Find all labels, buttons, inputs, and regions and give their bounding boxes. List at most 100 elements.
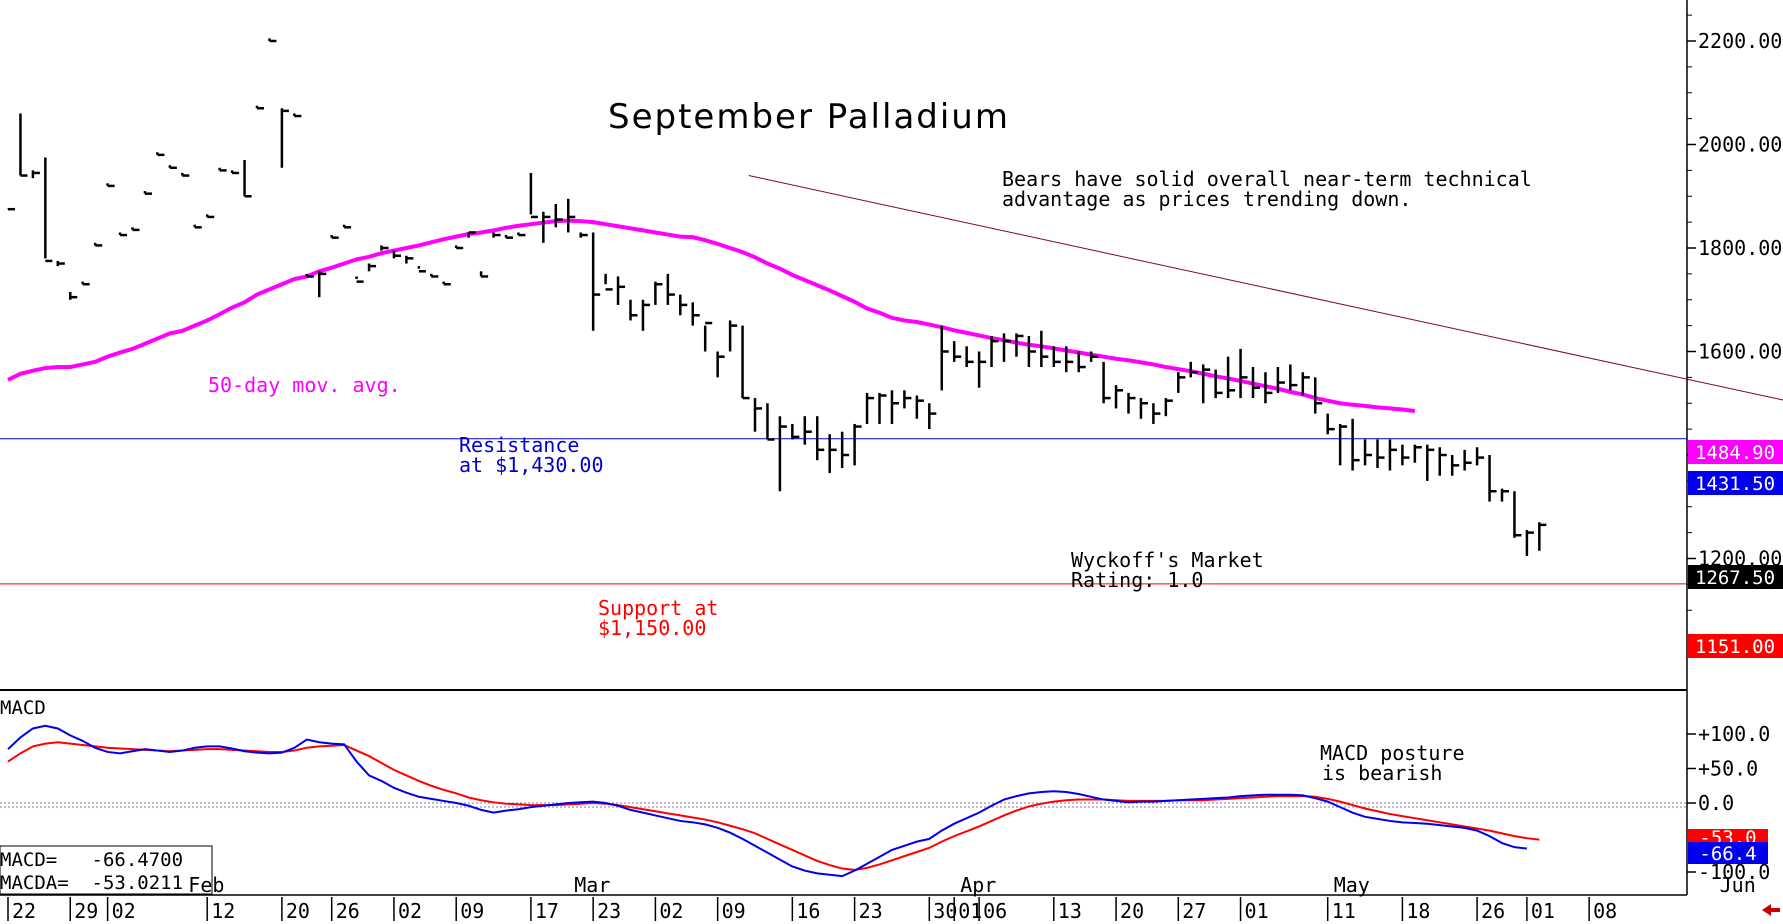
price-bar (181, 172, 190, 177)
price-bar (268, 38, 277, 43)
price-bar (616, 276, 626, 305)
moving-average-line (7, 218, 1416, 413)
x-day-label: 09 (722, 899, 746, 923)
macd-panel-label: MACD (0, 697, 46, 719)
price-bar (1450, 455, 1460, 476)
x-day-label: 02 (659, 899, 683, 923)
macd-tick-label: 0.0 (1698, 791, 1734, 815)
price-bar (542, 211, 551, 243)
resistance-label-1: Resistance (459, 433, 579, 457)
price-bar (1289, 364, 1298, 391)
x-day-label: 06 (983, 899, 1007, 923)
price-bar (753, 398, 762, 432)
support-label-1: Support at (598, 596, 718, 620)
price-bar (903, 390, 912, 409)
last-price-tag: 1267.50 (1688, 565, 1783, 589)
price-bar (44, 157, 53, 263)
price-bar (716, 351, 725, 378)
price-bar (1164, 398, 1173, 417)
price-bar (679, 294, 688, 316)
price-bar (467, 231, 476, 238)
x-day-label: 01 (1245, 899, 1269, 923)
price-bar (1314, 377, 1323, 414)
price-bar (1401, 444, 1410, 466)
macd-readout-line-1: MACD= -66.4700 (0, 849, 183, 871)
price-bar (865, 392, 875, 424)
resistance-price-tag: 1431.50 (1688, 471, 1783, 495)
price-bar (255, 105, 264, 110)
price-bar (280, 108, 289, 168)
price-bar (1513, 491, 1522, 538)
price-bar (405, 255, 414, 264)
price-bar (1438, 447, 1447, 476)
price-bar (1201, 364, 1211, 404)
scroll-left-arrow-icon[interactable] (1762, 904, 1780, 916)
price-bar (554, 204, 563, 228)
price-bar (878, 392, 887, 424)
price-bar (778, 416, 787, 492)
price-tick-label: 2200.00 (1698, 29, 1782, 53)
downtrend-line (748, 175, 1783, 401)
macd-note-line-2: is bearish (1322, 761, 1442, 785)
x-day-label: 09 (460, 899, 484, 923)
price-bar (741, 325, 750, 400)
price-bar (604, 273, 613, 291)
support-price-tag: 1151.00 (1688, 634, 1783, 658)
price-bar (1363, 439, 1373, 466)
price-bar (106, 183, 115, 188)
price-bar (691, 302, 700, 326)
price-bar (1538, 522, 1547, 551)
price-bar (342, 224, 352, 229)
price-bar (1189, 361, 1198, 378)
price-bar (1015, 333, 1024, 357)
x-day-label: 26 (1481, 899, 1505, 923)
macd-readout-box: MACD= -66.4700 MACDA= -53.0211 (0, 845, 213, 895)
price-bar (1525, 530, 1534, 556)
price-bar (230, 170, 240, 175)
price-bar (430, 273, 439, 278)
price-bar (442, 281, 451, 286)
price-bar (890, 390, 899, 424)
price-bar (243, 160, 252, 198)
x-month-label: Apr (960, 873, 996, 897)
x-day-labels: 22 29 02 12 20 26 02 09 17 23 02 09 16 23 30 01 06 13 20 27… (7, 897, 1617, 923)
price-bar (131, 227, 140, 232)
ma-price-tag: 1484.90 (1688, 440, 1783, 464)
price-bar (940, 325, 949, 391)
x-day-label: 11 (1332, 899, 1356, 923)
price-bar (803, 416, 812, 445)
price-bar (1301, 372, 1310, 396)
price-bar (1152, 403, 1161, 424)
price-bar (703, 321, 713, 352)
price-bar (355, 276, 364, 283)
price-bar (156, 152, 165, 157)
price-bar (305, 273, 314, 278)
price-bar (853, 423, 862, 466)
price-bar (1002, 333, 1011, 362)
price-bar (1426, 444, 1435, 481)
price-bar (1052, 346, 1061, 368)
x-day-label: 20 (286, 899, 310, 923)
price-bar (1027, 335, 1036, 368)
price-bar (828, 434, 837, 474)
rating-label-1: Wyckoff's Market (1071, 548, 1264, 572)
price-bar (1139, 398, 1148, 419)
price-bar (1177, 372, 1186, 393)
x-day-label: 22 (12, 899, 36, 923)
x-day-label: 02 (398, 899, 422, 923)
price-bar (766, 403, 775, 441)
price-bar (6, 207, 15, 211)
price-bar (1500, 488, 1509, 502)
price-bar (654, 281, 663, 305)
x-month-label: Mar (574, 873, 610, 897)
price-bar (1388, 439, 1397, 471)
price-bar (93, 242, 103, 247)
macda-series-line (7, 741, 1540, 871)
price-bar (118, 232, 128, 237)
price-bar (318, 271, 327, 298)
price-bar (579, 232, 588, 238)
x-day-label: 12 (211, 899, 235, 923)
price-bar (1338, 423, 1348, 466)
x-month-label: May (1334, 873, 1370, 897)
price-bar (454, 245, 464, 250)
